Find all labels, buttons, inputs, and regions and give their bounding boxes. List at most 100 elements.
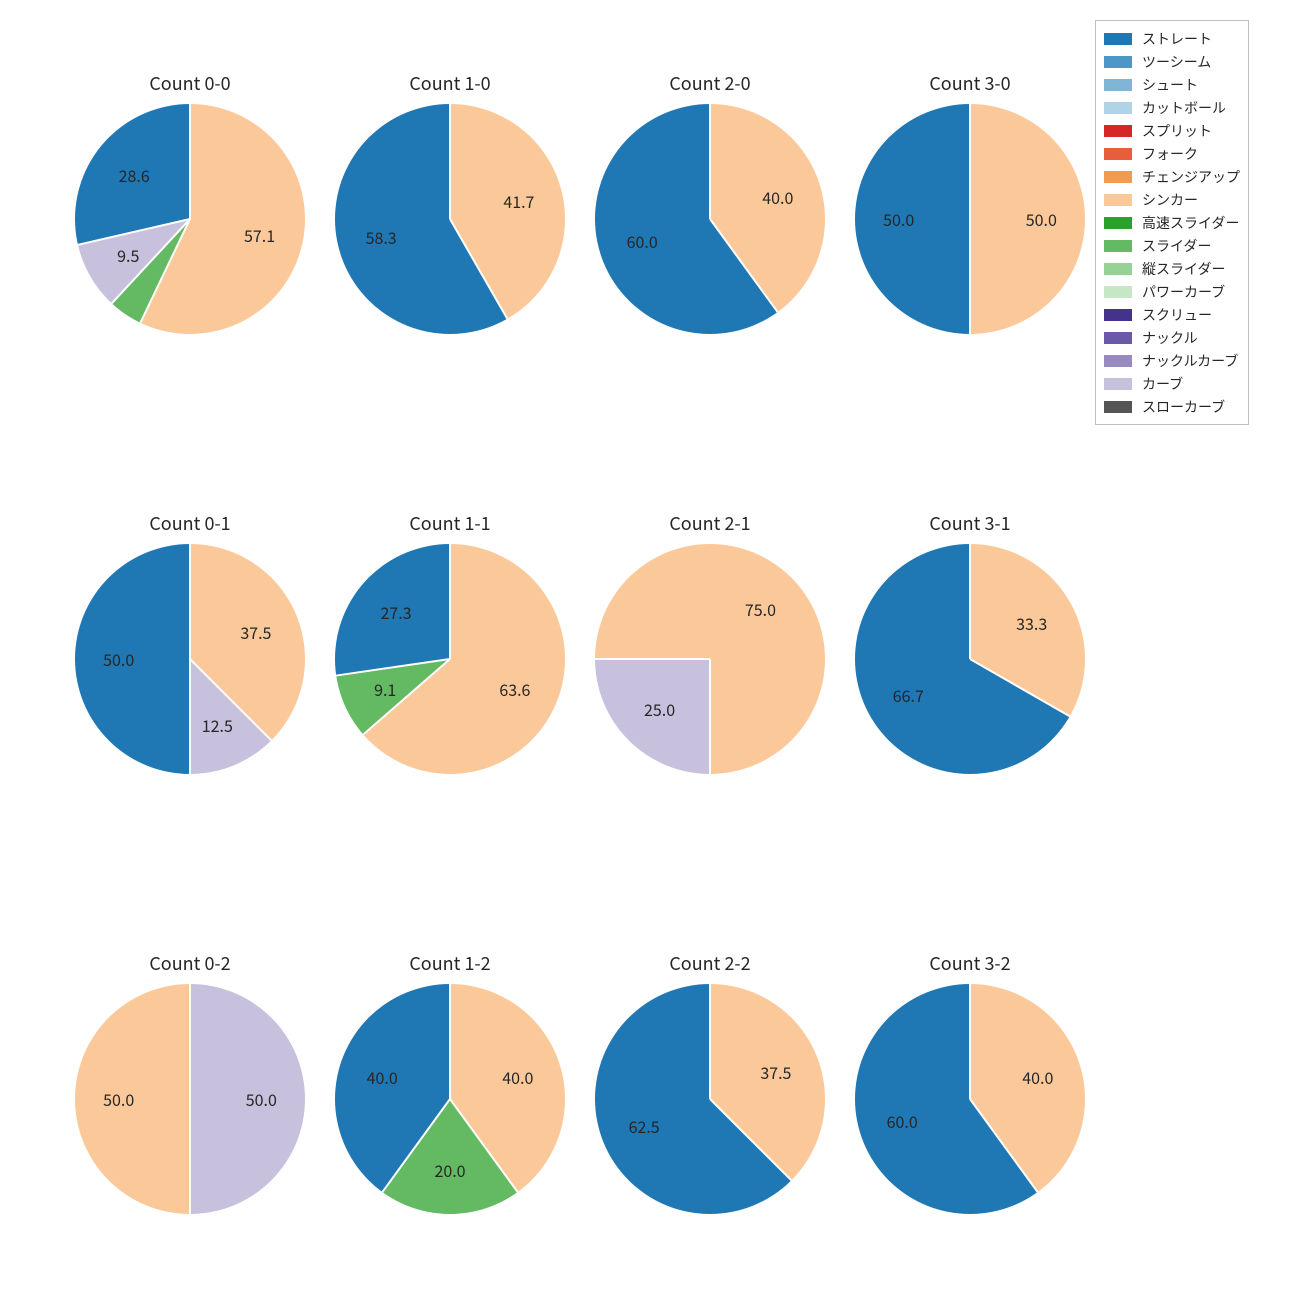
- slice-label: 40.0: [762, 185, 793, 209]
- slice-label: 41.7: [503, 189, 534, 213]
- slice-label: 62.5: [629, 1114, 660, 1138]
- slice-label: 66.7: [893, 683, 924, 707]
- legend-swatch: [1104, 171, 1132, 183]
- legend-swatch: [1104, 33, 1132, 45]
- legend-item: ナックルカーブ: [1104, 349, 1240, 372]
- legend-label: シュート: [1142, 75, 1198, 95]
- pie-holder: 62.537.5: [595, 984, 825, 1214]
- legend-swatch: [1104, 79, 1132, 91]
- pie-chart: Count 3-260.040.0: [840, 950, 1100, 1214]
- legend-swatch: [1104, 332, 1132, 344]
- slice-label: 57.1: [244, 223, 275, 247]
- legend-item: ツーシーム: [1104, 50, 1240, 73]
- pie-separator: [969, 104, 971, 219]
- pie-holder: 60.0 40.0: [595, 104, 825, 334]
- slice-label: 40.0: [502, 1065, 533, 1089]
- pie-chart: Count 0-028.69.557.1: [60, 70, 320, 334]
- legend-item: 高速スライダー: [1104, 211, 1240, 234]
- pie-chart: Count 2-1 25.075.0: [580, 510, 840, 774]
- pie-holder: 50.0 50.0: [75, 984, 305, 1214]
- pie-holder: 40.0 20.0 40.0: [335, 984, 565, 1214]
- legend-label: 高速スライダー: [1142, 213, 1239, 233]
- legend-label: シンカー: [1142, 190, 1198, 210]
- legend-item: カットボール: [1104, 96, 1240, 119]
- pie-chart: Count 1-0 58.3 41.7: [320, 70, 580, 334]
- slice-label: 40.0: [1022, 1065, 1053, 1089]
- pie-holder: 25.075.0: [595, 544, 825, 774]
- pie-title: Count 1-0: [320, 70, 580, 96]
- pie-holder: 58.3 41.7: [335, 104, 565, 334]
- slice-label: 58.3: [366, 225, 397, 249]
- pie-separator: [189, 984, 191, 1099]
- legend-swatch: [1104, 286, 1132, 298]
- pie-title: Count 3-0: [840, 70, 1100, 96]
- pie-holder: 28.6 9.5 57.1: [75, 104, 305, 334]
- legend-item: パワーカーブ: [1104, 280, 1240, 303]
- pie-holder: 60.040.0: [855, 984, 1085, 1214]
- pie-title: Count 1-1: [320, 510, 580, 536]
- slice-label: 9.1: [374, 677, 396, 701]
- slice-label: 28.6: [119, 163, 150, 187]
- pie-chart: Count 3-1 66.7 33.3: [840, 510, 1100, 774]
- legend-swatch: [1104, 194, 1132, 206]
- legend-swatch: [1104, 355, 1132, 367]
- pie-chart: Count 3-050.050.0: [840, 70, 1100, 334]
- pie-separator: [449, 544, 451, 659]
- slice-label: 40.0: [367, 1065, 398, 1089]
- legend-label: ナックルカーブ: [1142, 351, 1238, 371]
- pie-title: Count 0-2: [60, 950, 320, 976]
- legend-label: 縦スライダー: [1142, 259, 1225, 279]
- legend-item: スプリット: [1104, 119, 1240, 142]
- pie-title: Count 3-1: [840, 510, 1100, 536]
- pie-separator: [709, 659, 711, 774]
- slice-label: 50.0: [883, 207, 914, 231]
- legend-item: フォーク: [1104, 142, 1240, 165]
- legend-swatch: [1104, 309, 1132, 321]
- slice-label: 33.3: [1016, 611, 1047, 635]
- legend-swatch: [1104, 102, 1132, 114]
- legend-item: 縦スライダー: [1104, 257, 1240, 280]
- pie-separator: [449, 104, 451, 219]
- pie-chart: Count 2-262.537.5: [580, 950, 840, 1214]
- legend-item: ナックル: [1104, 326, 1240, 349]
- slice-label: 50.0: [246, 1087, 277, 1111]
- pie-separator: [449, 984, 451, 1099]
- slice-label: 50.0: [103, 1087, 134, 1111]
- pie-separator: [189, 659, 191, 774]
- legend-item: スライダー: [1104, 234, 1240, 257]
- pie-separator: [189, 544, 191, 659]
- pie-title: Count 0-1: [60, 510, 320, 536]
- slice-label: 63.6: [499, 677, 530, 701]
- pie-holder: 66.7 33.3: [855, 544, 1085, 774]
- pie-title: Count 2-1: [580, 510, 840, 536]
- pie-chart: Count 1-1 27.3 9.1 63.6: [320, 510, 580, 774]
- pie-separator: [969, 219, 971, 334]
- legend-label: ナックル: [1142, 328, 1198, 348]
- pie-separator: [595, 658, 710, 660]
- legend-swatch: [1104, 217, 1132, 229]
- legend-item: ストレート: [1104, 27, 1240, 50]
- pie-separator: [189, 104, 191, 219]
- slice-label: 9.5: [117, 243, 139, 267]
- legend-label: スライダー: [1142, 236, 1211, 256]
- legend-item: チェンジアップ: [1104, 165, 1240, 188]
- pie-chart: Count 1-240.020.040.0: [320, 950, 580, 1214]
- legend-label: ストレート: [1142, 29, 1212, 49]
- slice-label: 27.3: [381, 600, 412, 624]
- pie-separator: [969, 544, 971, 659]
- chart-stage: Count 0-028.69.557.1Count 1-058.341.7Cou…: [0, 0, 1300, 1300]
- legend-label: チェンジアップ: [1142, 167, 1240, 187]
- slice-label: 75.0: [745, 597, 776, 621]
- legend-item: スクリュー: [1104, 303, 1240, 326]
- pie-separator: [709, 104, 711, 219]
- pie-separator: [709, 984, 711, 1099]
- pie-separator: [969, 984, 971, 1099]
- slice-label: 20.0: [434, 1158, 465, 1182]
- slice-label: 60.0: [627, 229, 658, 253]
- legend-label: フォーク: [1142, 144, 1198, 164]
- legend-item: シンカー: [1104, 188, 1240, 211]
- legend-swatch: [1104, 240, 1132, 252]
- slice-label: 50.0: [103, 647, 134, 671]
- legend-label: カットボール: [1142, 98, 1226, 118]
- legend-item: カーブ: [1104, 372, 1240, 395]
